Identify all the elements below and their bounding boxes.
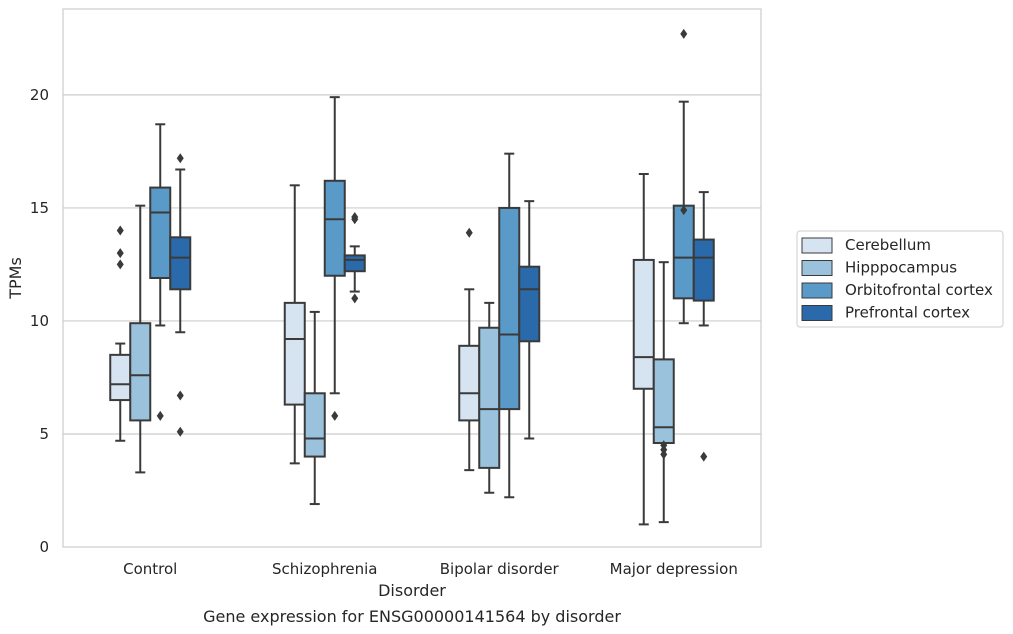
y-tick-labels: 0 5 10 15 20 [30,86,49,556]
y-tick-label: 0 [39,538,49,556]
x-tick-label: Control [123,560,177,578]
iqr-box [518,265,541,343]
iqr-box [303,392,326,458]
legend-swatch [801,237,833,254]
box-cerebellum [632,173,655,526]
legend: Cerebellum Hipppocampus Orbitofrontal cort… [796,230,1004,328]
chart-caption: Gene expression for ENSG00000141564 by d… [203,607,621,626]
outlier-point [176,426,184,437]
x-axis-label: Disorder [378,581,446,600]
legend-label: Orbitofrontal cortex [845,281,993,299]
outlier-point [465,227,473,238]
box-hipppocampus [652,261,675,524]
boxes [109,28,715,526]
x-tick-label: Schizophrenia [272,560,377,578]
y-tick-label: 20 [30,86,49,104]
box-hipppocampus [129,204,152,474]
outlier-point [116,259,124,270]
iqr-box [692,238,715,302]
outlier-point [700,451,708,462]
y-tick-label: 15 [30,199,49,217]
outlier-point [351,211,359,222]
box-prefrontal-cortex [518,200,541,440]
legend-frame [796,230,1004,328]
box-prefrontal-cortex [692,191,715,462]
y-tick-label: 5 [39,425,49,443]
y-axis-label: TPMs [6,257,25,300]
outlier-point [680,28,688,39]
outlier-point [351,293,359,304]
outlier-point [680,205,688,216]
legend-swatch [801,282,833,299]
x-tick-labels: Control Schizophrenia Bipolar disorder Majo… [123,560,738,578]
iqr-box [109,353,132,402]
legend-label: Hipppocampus [845,259,957,277]
iqr-box [632,258,655,390]
box-orbitofrontal-cortex [498,152,521,499]
iqr-box [458,344,481,422]
box-prefrontal-cortex [169,153,192,437]
box-hipppocampus [303,310,326,506]
iqr-box [498,206,521,411]
iqr-box [149,186,172,279]
box-orbitofrontal-cortex [672,28,695,325]
legend-swatch [801,260,833,276]
outlier-point [176,390,184,401]
iqr-box [343,254,366,273]
iqr-box [652,358,675,445]
outlier-point [156,410,164,421]
legend-swatch [801,305,833,321]
x-tick-label: Major depression [610,560,738,578]
iqr-box [323,179,346,277]
x-tick-label: Bipolar disorder [440,560,560,578]
iqr-box [672,204,695,300]
outlier-point [116,225,124,236]
outlier-point [660,440,668,451]
box-orbitofrontal-cortex [149,123,172,421]
box-cerebellum [283,184,306,465]
iqr-box [478,326,501,469]
box-orbitofrontal-cortex [323,96,346,421]
iqr-box [283,301,306,406]
plot-frame [62,8,762,548]
box-cerebellum [109,225,132,442]
legend-label: Prefrontal cortex [845,304,970,322]
iqr-box [169,236,192,291]
box-prefrontal-cortex [343,211,366,304]
y-tick-label: 10 [30,312,49,330]
outlier-point [331,410,339,421]
box-hipppocampus [478,301,501,494]
outlier-point [176,153,184,164]
outlier-point [116,248,124,259]
iqr-box [129,322,152,422]
legend-label: Cerebellum [845,236,931,254]
